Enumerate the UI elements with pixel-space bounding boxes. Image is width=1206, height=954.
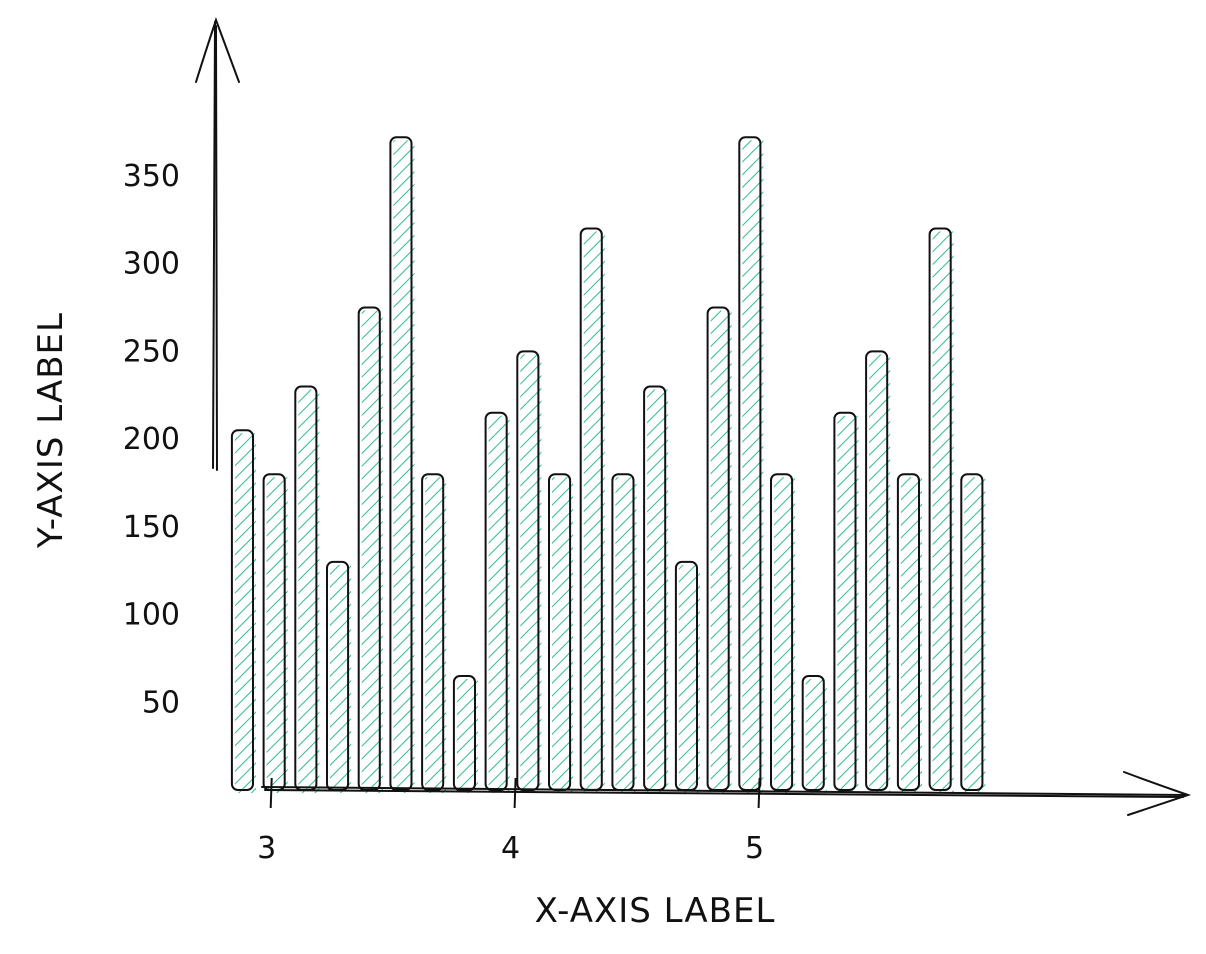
- bar: [294, 385, 320, 793]
- y-axis-arrowhead: [195, 17, 240, 83]
- x-axis-title: X-AXIS LABEL: [535, 891, 776, 931]
- bar: [389, 136, 415, 794]
- bar: [262, 473, 288, 793]
- bar: [674, 560, 700, 793]
- bar-fill: [361, 310, 383, 793]
- bar: [865, 350, 891, 793]
- x-axis: [261, 771, 1192, 816]
- bar-fill: [520, 354, 542, 793]
- bar: [326, 560, 352, 793]
- bar-outline: [896, 473, 921, 791]
- y-axis-line: [212, 21, 216, 469]
- bar: [706, 306, 732, 793]
- bar-fill: [330, 564, 352, 793]
- bar: [357, 306, 383, 793]
- bar-fill: [837, 415, 859, 793]
- bar: [801, 675, 827, 793]
- bar-fill: [393, 140, 415, 794]
- bar-outline: [230, 429, 254, 791]
- y-tick-label: 350: [123, 159, 180, 194]
- x-axis-line: [261, 786, 1187, 796]
- y-tick-label: 50: [142, 685, 180, 720]
- y-axis: [195, 17, 240, 471]
- bar: [421, 473, 447, 793]
- y-axis-line-overdraw: [215, 25, 218, 471]
- bar-outline: [452, 675, 476, 791]
- bar: [896, 473, 922, 793]
- bar: [484, 411, 510, 793]
- bar-outline: [738, 136, 762, 792]
- bar-fill: [742, 140, 764, 794]
- bar-fill: [488, 415, 510, 793]
- bar-outline: [801, 675, 825, 791]
- bar-fill: [710, 310, 732, 793]
- x-tick-mark: [757, 777, 761, 809]
- x-axis-arrowhead: [1123, 771, 1192, 816]
- bar-fill: [298, 389, 320, 793]
- bar-fill: [900, 477, 922, 793]
- bar: [230, 429, 256, 793]
- bar: [548, 473, 574, 793]
- x-tick-mark: [513, 777, 517, 809]
- y-tick-label: 300: [123, 247, 180, 282]
- x-tick-label: 4: [501, 831, 520, 866]
- bar-fill: [869, 354, 891, 793]
- bar-fill: [583, 231, 605, 793]
- x-tick-label: 3: [257, 831, 276, 866]
- bar: [833, 411, 859, 793]
- bar-fill: [266, 477, 288, 793]
- bar: [928, 227, 954, 793]
- bar-fill: [932, 231, 954, 793]
- bar: [643, 385, 669, 793]
- bars-layer: [230, 136, 986, 794]
- bar-fill: [425, 477, 447, 793]
- y-tick-label: 200: [123, 422, 180, 457]
- bar: [770, 473, 796, 793]
- bar-outline: [770, 473, 794, 791]
- bar-outline: [865, 350, 889, 791]
- y-axis-title: Y-AXIS LABEL: [31, 312, 71, 549]
- x-ticks: 3 4 5: [257, 777, 764, 866]
- bar: [516, 350, 542, 793]
- bar-outline: [389, 136, 413, 792]
- bar: [579, 227, 605, 793]
- bar-fill: [615, 477, 637, 793]
- bar-outline: [928, 227, 952, 791]
- bar-fill: [964, 477, 986, 793]
- bar: [452, 675, 478, 793]
- bar-fill: [678, 564, 700, 793]
- bar-fill: [805, 679, 827, 793]
- bar-fill: [234, 433, 256, 793]
- y-tick-label: 250: [123, 334, 180, 369]
- y-tick-label: 150: [123, 510, 180, 545]
- bar: [960, 473, 986, 793]
- y-tick-label: 100: [123, 598, 180, 633]
- bar: [611, 473, 637, 793]
- x-tick-mark: [269, 777, 273, 809]
- y-ticks: 50 100 150 200 250 300 350: [123, 159, 180, 720]
- bar: [738, 136, 764, 794]
- bar-outline: [960, 473, 984, 791]
- bar-fill: [456, 679, 478, 793]
- bar-fill: [552, 477, 574, 793]
- bar-outline: [833, 411, 857, 791]
- bar-fill: [647, 389, 669, 793]
- x-axis-line-overdraw: [264, 789, 1184, 798]
- x-tick-label: 5: [745, 831, 764, 866]
- bar-outline: [421, 473, 445, 791]
- bar-fill: [774, 477, 796, 793]
